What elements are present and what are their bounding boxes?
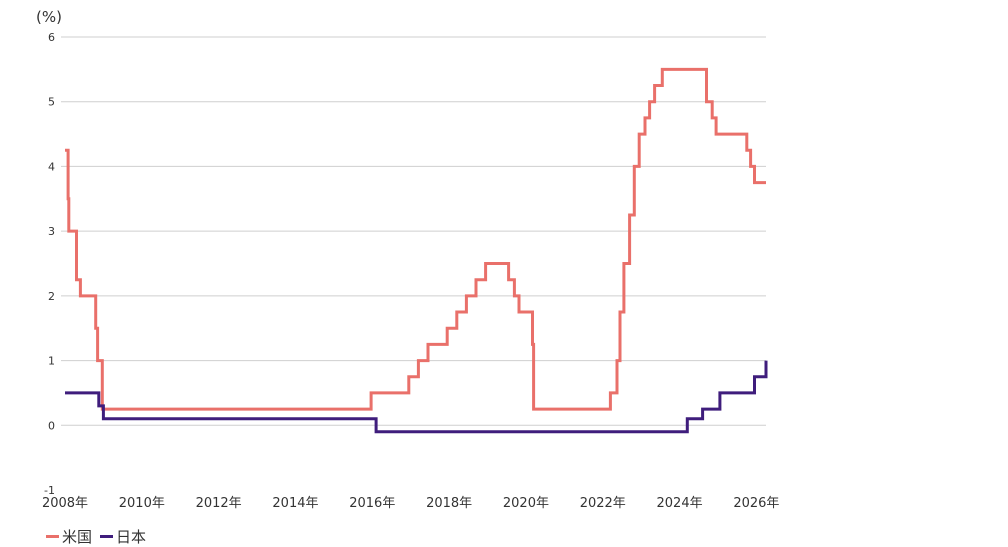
legend-swatch-us (46, 535, 59, 538)
y-tick-label: 4 (48, 160, 55, 173)
series-line-us (65, 67, 766, 411)
x-tick-label: 2026年 (733, 496, 779, 511)
y-tick-label: -1 (44, 484, 55, 497)
legend-item-us: 米国 (46, 526, 92, 547)
y-tick-label: 0 (48, 419, 55, 432)
gridlines (61, 36, 766, 426)
y-tick-label: 1 (48, 355, 55, 368)
y-axis-tick-labels: -1 0 1 2 3 4 5 6 (44, 31, 55, 497)
x-tick-label: 2012年 (196, 496, 242, 511)
x-tick-label: 2022年 (580, 496, 626, 511)
x-tick-label: 2020年 (503, 496, 549, 511)
x-tick-label: 2008年 (42, 496, 88, 511)
y-tick-label: 6 (48, 31, 55, 44)
x-tick-label: 2018年 (426, 496, 472, 511)
x-tick-label: 2024年 (657, 496, 703, 511)
series-lines (65, 67, 768, 434)
x-tick-label: 2014年 (272, 496, 318, 511)
y-tick-label: 3 (48, 225, 55, 238)
legend: 米国 日本 (46, 526, 154, 547)
x-tick-label: 2016年 (349, 496, 395, 511)
y-tick-label: 2 (48, 290, 55, 303)
legend-label-us: 米国 (62, 528, 93, 546)
legend-label-japan: 日本 (116, 528, 147, 546)
x-axis-tick-labels: 2008年 2010年 2012年 2014年 2016年 2018年 2020年 2022年… (42, 496, 779, 511)
y-axis-unit-label: (%) (36, 8, 62, 26)
legend-swatch-japan (100, 535, 114, 538)
y-tick-label: 5 (48, 96, 55, 109)
series-line-japan (65, 360, 768, 434)
x-tick-label: 2010年 (119, 496, 165, 511)
legend-item-japan: 日本 (100, 526, 146, 547)
